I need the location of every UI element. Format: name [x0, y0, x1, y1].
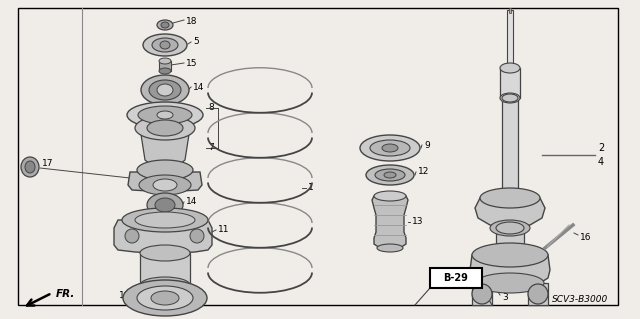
Text: 1: 1: [308, 183, 314, 192]
Ellipse shape: [21, 157, 39, 177]
Ellipse shape: [139, 175, 191, 195]
Ellipse shape: [496, 222, 524, 234]
Ellipse shape: [160, 41, 170, 49]
Text: 15: 15: [186, 58, 198, 68]
Ellipse shape: [140, 245, 190, 261]
Bar: [430, 268, 482, 288]
Ellipse shape: [500, 93, 520, 103]
Text: 13: 13: [412, 218, 424, 226]
Text: 7: 7: [208, 144, 214, 152]
Ellipse shape: [157, 20, 173, 30]
Ellipse shape: [147, 120, 183, 136]
Ellipse shape: [366, 165, 414, 185]
Ellipse shape: [528, 284, 548, 304]
Text: 3: 3: [502, 293, 508, 301]
Ellipse shape: [147, 193, 183, 217]
Polygon shape: [140, 128, 190, 170]
Text: B-29: B-29: [444, 273, 468, 283]
Bar: [140, 253, 190, 285]
Ellipse shape: [384, 172, 396, 178]
Ellipse shape: [153, 179, 177, 191]
Ellipse shape: [375, 169, 405, 181]
Text: 4: 4: [598, 157, 604, 167]
Text: 8: 8: [208, 103, 214, 113]
Text: 16: 16: [580, 234, 591, 242]
Polygon shape: [128, 172, 202, 192]
Bar: [507, 10, 513, 68]
Bar: [496, 228, 524, 266]
Ellipse shape: [141, 75, 189, 105]
Ellipse shape: [161, 22, 169, 28]
Ellipse shape: [502, 194, 518, 202]
Text: FR.: FR.: [56, 289, 76, 299]
Text: 6: 6: [524, 268, 530, 277]
Ellipse shape: [137, 286, 193, 310]
Text: 2: 2: [598, 143, 604, 153]
Bar: [528, 283, 548, 305]
Text: SCV3-B3000: SCV3-B3000: [552, 295, 608, 305]
Text: 18: 18: [186, 18, 198, 26]
Text: 12: 12: [418, 167, 429, 176]
Text: 14: 14: [186, 197, 197, 206]
Polygon shape: [372, 196, 408, 248]
Bar: [502, 98, 518, 198]
Circle shape: [125, 229, 139, 243]
Ellipse shape: [138, 106, 192, 124]
Ellipse shape: [155, 198, 175, 212]
Ellipse shape: [157, 111, 173, 119]
Ellipse shape: [143, 34, 187, 56]
Ellipse shape: [374, 191, 406, 201]
Ellipse shape: [472, 243, 548, 267]
Polygon shape: [470, 255, 550, 283]
Ellipse shape: [502, 94, 518, 102]
Ellipse shape: [152, 38, 178, 52]
Ellipse shape: [159, 58, 171, 64]
Text: 11: 11: [218, 226, 230, 234]
Ellipse shape: [472, 284, 492, 304]
Text: 17: 17: [42, 160, 54, 168]
Ellipse shape: [360, 135, 420, 161]
Ellipse shape: [480, 188, 540, 208]
Ellipse shape: [122, 208, 208, 232]
Ellipse shape: [382, 144, 398, 152]
Ellipse shape: [140, 277, 190, 293]
Ellipse shape: [127, 102, 203, 128]
Ellipse shape: [135, 212, 195, 228]
Ellipse shape: [500, 63, 520, 73]
Bar: [500, 68, 520, 98]
Bar: [472, 283, 492, 305]
Text: 9: 9: [424, 140, 429, 150]
Polygon shape: [114, 220, 212, 253]
Ellipse shape: [137, 160, 193, 180]
Ellipse shape: [490, 220, 530, 236]
Polygon shape: [475, 198, 545, 228]
Ellipse shape: [149, 80, 181, 100]
Circle shape: [190, 229, 204, 243]
Ellipse shape: [377, 244, 403, 252]
Ellipse shape: [159, 68, 171, 74]
Ellipse shape: [157, 84, 173, 96]
Ellipse shape: [135, 116, 195, 140]
Ellipse shape: [123, 280, 207, 316]
Text: 10: 10: [118, 291, 130, 300]
Bar: [509, 8, 511, 13]
Ellipse shape: [25, 161, 35, 173]
Ellipse shape: [151, 291, 179, 305]
Text: 5: 5: [193, 38, 199, 47]
Ellipse shape: [476, 273, 544, 293]
Bar: [159, 61, 171, 71]
Text: 14: 14: [193, 83, 204, 92]
Ellipse shape: [370, 140, 410, 156]
